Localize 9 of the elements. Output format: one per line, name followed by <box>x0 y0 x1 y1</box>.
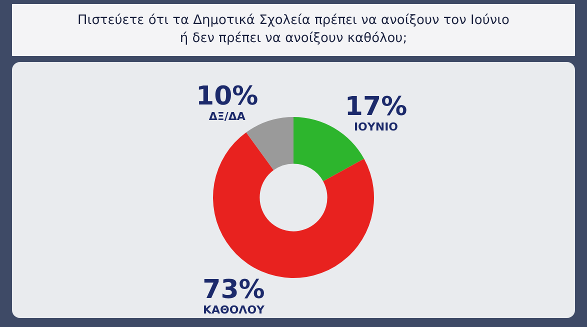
data-label: 10% <box>196 81 258 112</box>
slice-label: ΔΞ/ΔΑ <box>208 110 246 123</box>
slice-label: ΚΑΘΟΛΟΥ <box>202 304 266 317</box>
donut-slice <box>213 132 374 278</box>
data-label: 73% <box>202 275 265 306</box>
data-label: 17% <box>344 92 408 122</box>
donut-slice <box>246 117 294 170</box>
chart-title: Πιστεύετε ότι τα Δημοτικά Σχολεία πρέπει να ανοίξουν τον Ιούνιο ή δεν πρέπει να ανοίξουν καθόλου; <box>76 12 510 48</box>
slice-label: ΙΟΥΝΙΟ <box>354 120 398 134</box>
